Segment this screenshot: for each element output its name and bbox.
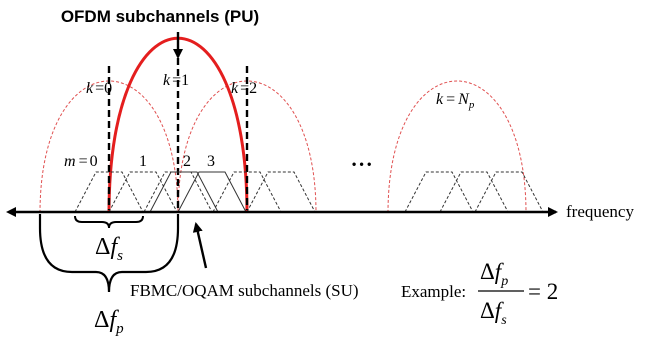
fbmc-trapezoid bbox=[439, 171, 509, 213]
example-numerator: Δfp bbox=[480, 259, 508, 289]
delta-fp-label: Δfp bbox=[94, 307, 124, 337]
fbmc-trapezoid bbox=[474, 171, 544, 213]
label-m2: 2 bbox=[183, 153, 191, 170]
label-m3: 3 bbox=[207, 153, 215, 170]
fbmc-trapezoid bbox=[212, 171, 282, 213]
ofdm-title: OFDM subchannels (PU) bbox=[61, 7, 259, 26]
ofdm-center-lines bbox=[107, 58, 249, 210]
delta-fp-brace bbox=[38, 214, 180, 293]
delta-fs-label: Δfs bbox=[95, 234, 123, 264]
fbmc-trapezoids-dashed bbox=[74, 171, 544, 213]
label-k2: k =2 bbox=[231, 80, 257, 97]
fbmc-trapezoid-m3 bbox=[177, 171, 247, 213]
label-k0: k =0 bbox=[86, 80, 112, 97]
example-denominator: Δfs bbox=[480, 298, 507, 328]
fbmc-trapezoid bbox=[74, 171, 144, 213]
fbmc-caption: FBMC/OQAM subchannels (SU) bbox=[130, 281, 359, 300]
example-prefix: Example: bbox=[401, 282, 466, 301]
label-m0: m = 0 bbox=[64, 153, 98, 170]
fbmc-trapezoid bbox=[108, 171, 178, 213]
fbmc-arrow bbox=[192, 222, 208, 269]
label-m1: 1 bbox=[139, 153, 147, 170]
fbmc-trapezoid bbox=[246, 171, 316, 213]
delta-fs-brace bbox=[74, 215, 144, 229]
fbmc-trapezoid-m2 bbox=[149, 171, 219, 213]
ofdm-arc-kNp bbox=[387, 80, 527, 214]
fbmc-trapezoid bbox=[143, 171, 213, 213]
frequency-label: frequency bbox=[566, 202, 634, 221]
ellipsis: • • • bbox=[352, 157, 371, 171]
fbmc-trapezoids-solid bbox=[149, 171, 247, 213]
label-k-np: k = Np bbox=[436, 91, 475, 111]
frequency-axis-left-arrowhead bbox=[6, 207, 16, 217]
fbmc-trapezoid bbox=[404, 171, 474, 213]
example-rhs: = 2 bbox=[528, 279, 558, 304]
label-k1: k =1 bbox=[163, 72, 189, 89]
